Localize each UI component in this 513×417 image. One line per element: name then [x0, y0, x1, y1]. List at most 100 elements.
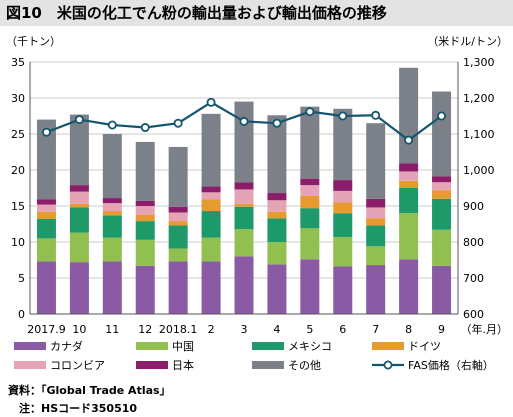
bar-segment [432, 91, 452, 177]
legend-label: コロンビア [50, 359, 105, 372]
y-left-tick-label: 35 [11, 56, 25, 69]
bar-segment [69, 203, 89, 208]
bar-segment [399, 171, 419, 181]
x-tick-label: 2017.9 [27, 323, 66, 336]
legend-item: その他 [252, 359, 321, 372]
bar-segment [333, 190, 353, 203]
bar-segment [201, 237, 221, 262]
legend-label: 日本 [172, 358, 194, 372]
bar-segment [333, 202, 353, 214]
bar-segment [234, 189, 254, 204]
legend-item: カナダ [14, 339, 83, 353]
x-tick-label: 4 [273, 323, 280, 336]
bar-segment [267, 193, 287, 201]
bar-segment [135, 265, 155, 314]
bar-segment [399, 213, 419, 260]
bar-segment [168, 146, 188, 207]
y-axis-left-label: （千トン） [6, 35, 61, 48]
hs-code-note: 注：HSコード350510 [8, 402, 138, 415]
bar-segment [102, 211, 122, 216]
bar-segment [201, 261, 221, 314]
fas-price-point [173, 118, 183, 128]
source-note: 資料：「Global Trade Atlas」 [8, 384, 171, 397]
bar-segment [399, 163, 419, 172]
bar-segment [135, 214, 155, 222]
bar-segment [36, 119, 56, 200]
y-left-tick-label: 30 [11, 92, 25, 105]
legend-label: 中国 [172, 340, 194, 353]
bar-stack [267, 115, 287, 314]
bar-segment [135, 200, 155, 206]
bar-segment [102, 134, 122, 199]
bar-segment [69, 185, 89, 192]
bar-segment [168, 206, 188, 213]
bar-segment [300, 228, 320, 260]
bar-segment [168, 248, 188, 262]
x-tick-label: 8 [405, 323, 412, 336]
legend-swatch [136, 342, 168, 350]
bar-segment [201, 113, 221, 187]
bar-segment [102, 198, 122, 204]
bar-segment [366, 123, 386, 199]
bar-segment [168, 261, 188, 314]
bar-segment [432, 198, 452, 230]
fas-price-point [74, 115, 84, 125]
bar-segment [36, 238, 56, 262]
bar-segment [234, 203, 254, 207]
y-left-tick-label: 25 [11, 128, 25, 141]
chart-title: 図10 米国の化工でん粉の輸出量および輸出価格の推移 [0, 0, 513, 26]
x-tick-label: 9 [438, 323, 445, 336]
y-axis-right-label: （米ドル/トン） [427, 35, 508, 48]
legend-label: FAS価格（右軸） [408, 358, 494, 372]
y-right-tick-label: 1,300 [463, 56, 495, 69]
bar-segment [135, 206, 155, 215]
y-right-tick-label: 600 [463, 308, 484, 321]
bar-stack [234, 101, 254, 314]
y-left-tick-label: 20 [11, 164, 25, 177]
bar-segment [234, 256, 254, 314]
fas-price-point [272, 118, 282, 128]
bar-segment [267, 200, 287, 212]
bar-segment [432, 229, 452, 266]
bar-segment [135, 239, 155, 266]
bar-segment [69, 232, 89, 263]
y-right-tick-label: 700 [463, 272, 484, 285]
bar-segment [333, 213, 353, 237]
legend-item: ドイツ [372, 340, 441, 353]
fas-price-point [140, 123, 150, 133]
fas-price-point [239, 116, 249, 126]
bar-segment [234, 101, 254, 183]
bar-segment [300, 106, 320, 179]
bar-segment [366, 225, 386, 247]
bar-segment [333, 266, 353, 314]
x-tick-label: 10 [72, 323, 86, 336]
bar-segment [267, 115, 287, 194]
fas-price-point [437, 111, 447, 121]
y-left-tick-label: 15 [11, 200, 25, 213]
y-right-tick-label: 1,000 [463, 164, 495, 177]
bar-segment [102, 215, 122, 238]
bar-segment [399, 188, 419, 214]
fas-price-point [404, 135, 414, 145]
fas-price-line [41, 97, 447, 145]
fas-price-point [338, 111, 348, 121]
bar-segment [333, 108, 353, 181]
bar-segment [69, 191, 89, 204]
bar-stack [135, 141, 155, 314]
x-tick-label: 3 [241, 323, 248, 336]
bar-segment [36, 218, 56, 239]
legend-label: カナダ [50, 339, 83, 353]
bar-segment [432, 190, 452, 199]
bar-segment [234, 229, 254, 257]
bar-segment [432, 265, 452, 314]
bar-stack [432, 91, 452, 314]
bar-stack [69, 114, 89, 314]
bar-segment [69, 262, 89, 314]
bar-segment [432, 182, 452, 191]
bar-segment [102, 261, 122, 314]
bar-segment [399, 67, 419, 164]
legend-swatch [252, 361, 284, 369]
bar-segment [234, 206, 254, 230]
